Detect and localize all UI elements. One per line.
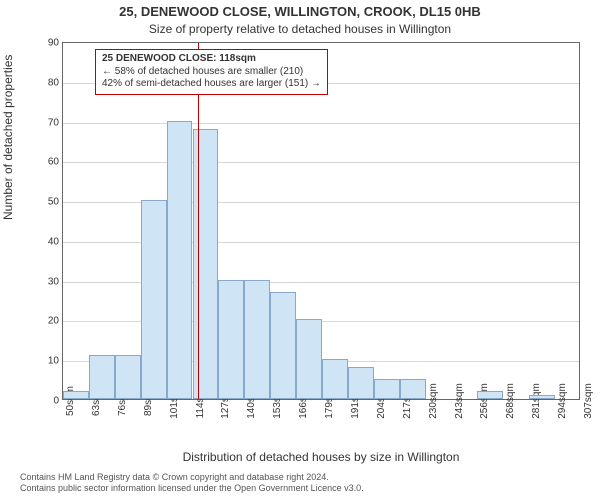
annotation-line1: 25 DENEWOOD CLOSE: 118sqm <box>102 53 321 66</box>
gridline <box>63 123 579 124</box>
histogram-bar <box>167 121 193 399</box>
plot-area: 010203040506070809050sqm63sqm76sqm89sqm1… <box>62 42 580 400</box>
attribution-line2: Contains public sector information licen… <box>20 483 364 494</box>
attribution-text: Contains HM Land Registry data © Crown c… <box>20 472 364 495</box>
y-tick-label: 10 <box>48 356 59 367</box>
y-tick-label: 0 <box>53 396 59 407</box>
y-tick-label: 50 <box>48 197 59 208</box>
y-tick-label: 70 <box>48 117 59 128</box>
annotation-line2: ← 58% of detached houses are smaller (21… <box>102 66 321 79</box>
histogram-bar <box>348 367 374 399</box>
histogram-bar <box>63 391 89 399</box>
y-tick-label: 60 <box>48 157 59 168</box>
y-axis-label: Number of detached properties <box>1 55 15 220</box>
histogram-bar <box>296 319 322 399</box>
annotation-line3: 42% of semi-detached houses are larger (… <box>102 78 321 91</box>
histogram-bar <box>400 379 426 399</box>
x-tick-label: 256sqm <box>477 383 490 419</box>
x-tick-label: 230sqm <box>426 383 439 419</box>
y-tick-label: 20 <box>48 316 59 327</box>
attribution-line1: Contains HM Land Registry data © Crown c… <box>20 472 364 483</box>
x-tick-label: 307sqm <box>581 383 594 419</box>
y-tick-label: 30 <box>48 276 59 287</box>
histogram-bar <box>322 359 348 399</box>
histogram-bar <box>141 200 167 399</box>
histogram-bar <box>115 355 141 399</box>
y-tick-label: 90 <box>48 38 59 49</box>
x-tick-label: 243sqm <box>452 383 465 419</box>
x-axis-label: Distribution of detached houses by size … <box>62 450 580 464</box>
x-tick-label: 294sqm <box>555 383 568 419</box>
histogram-bar <box>218 280 244 399</box>
x-tick-label: 281sqm <box>529 383 542 419</box>
histogram-bar <box>270 292 296 399</box>
histogram-bar <box>529 395 555 399</box>
reference-line <box>198 43 199 399</box>
histogram-bar <box>244 280 270 399</box>
y-tick-label: 40 <box>48 236 59 247</box>
histogram-bar <box>193 129 219 399</box>
y-tick-label: 80 <box>48 77 59 88</box>
histogram-bar <box>374 379 400 399</box>
annotation-box: 25 DENEWOOD CLOSE: 118sqm← 58% of detach… <box>95 49 328 95</box>
chart-title-line1: 25, DENEWOOD CLOSE, WILLINGTON, CROOK, D… <box>0 4 600 19</box>
gridline <box>63 162 579 163</box>
histogram-bar <box>477 391 503 399</box>
histogram-bar <box>89 355 115 399</box>
x-tick-label: 268sqm <box>503 383 516 419</box>
chart-title-line2: Size of property relative to detached ho… <box>0 22 600 36</box>
